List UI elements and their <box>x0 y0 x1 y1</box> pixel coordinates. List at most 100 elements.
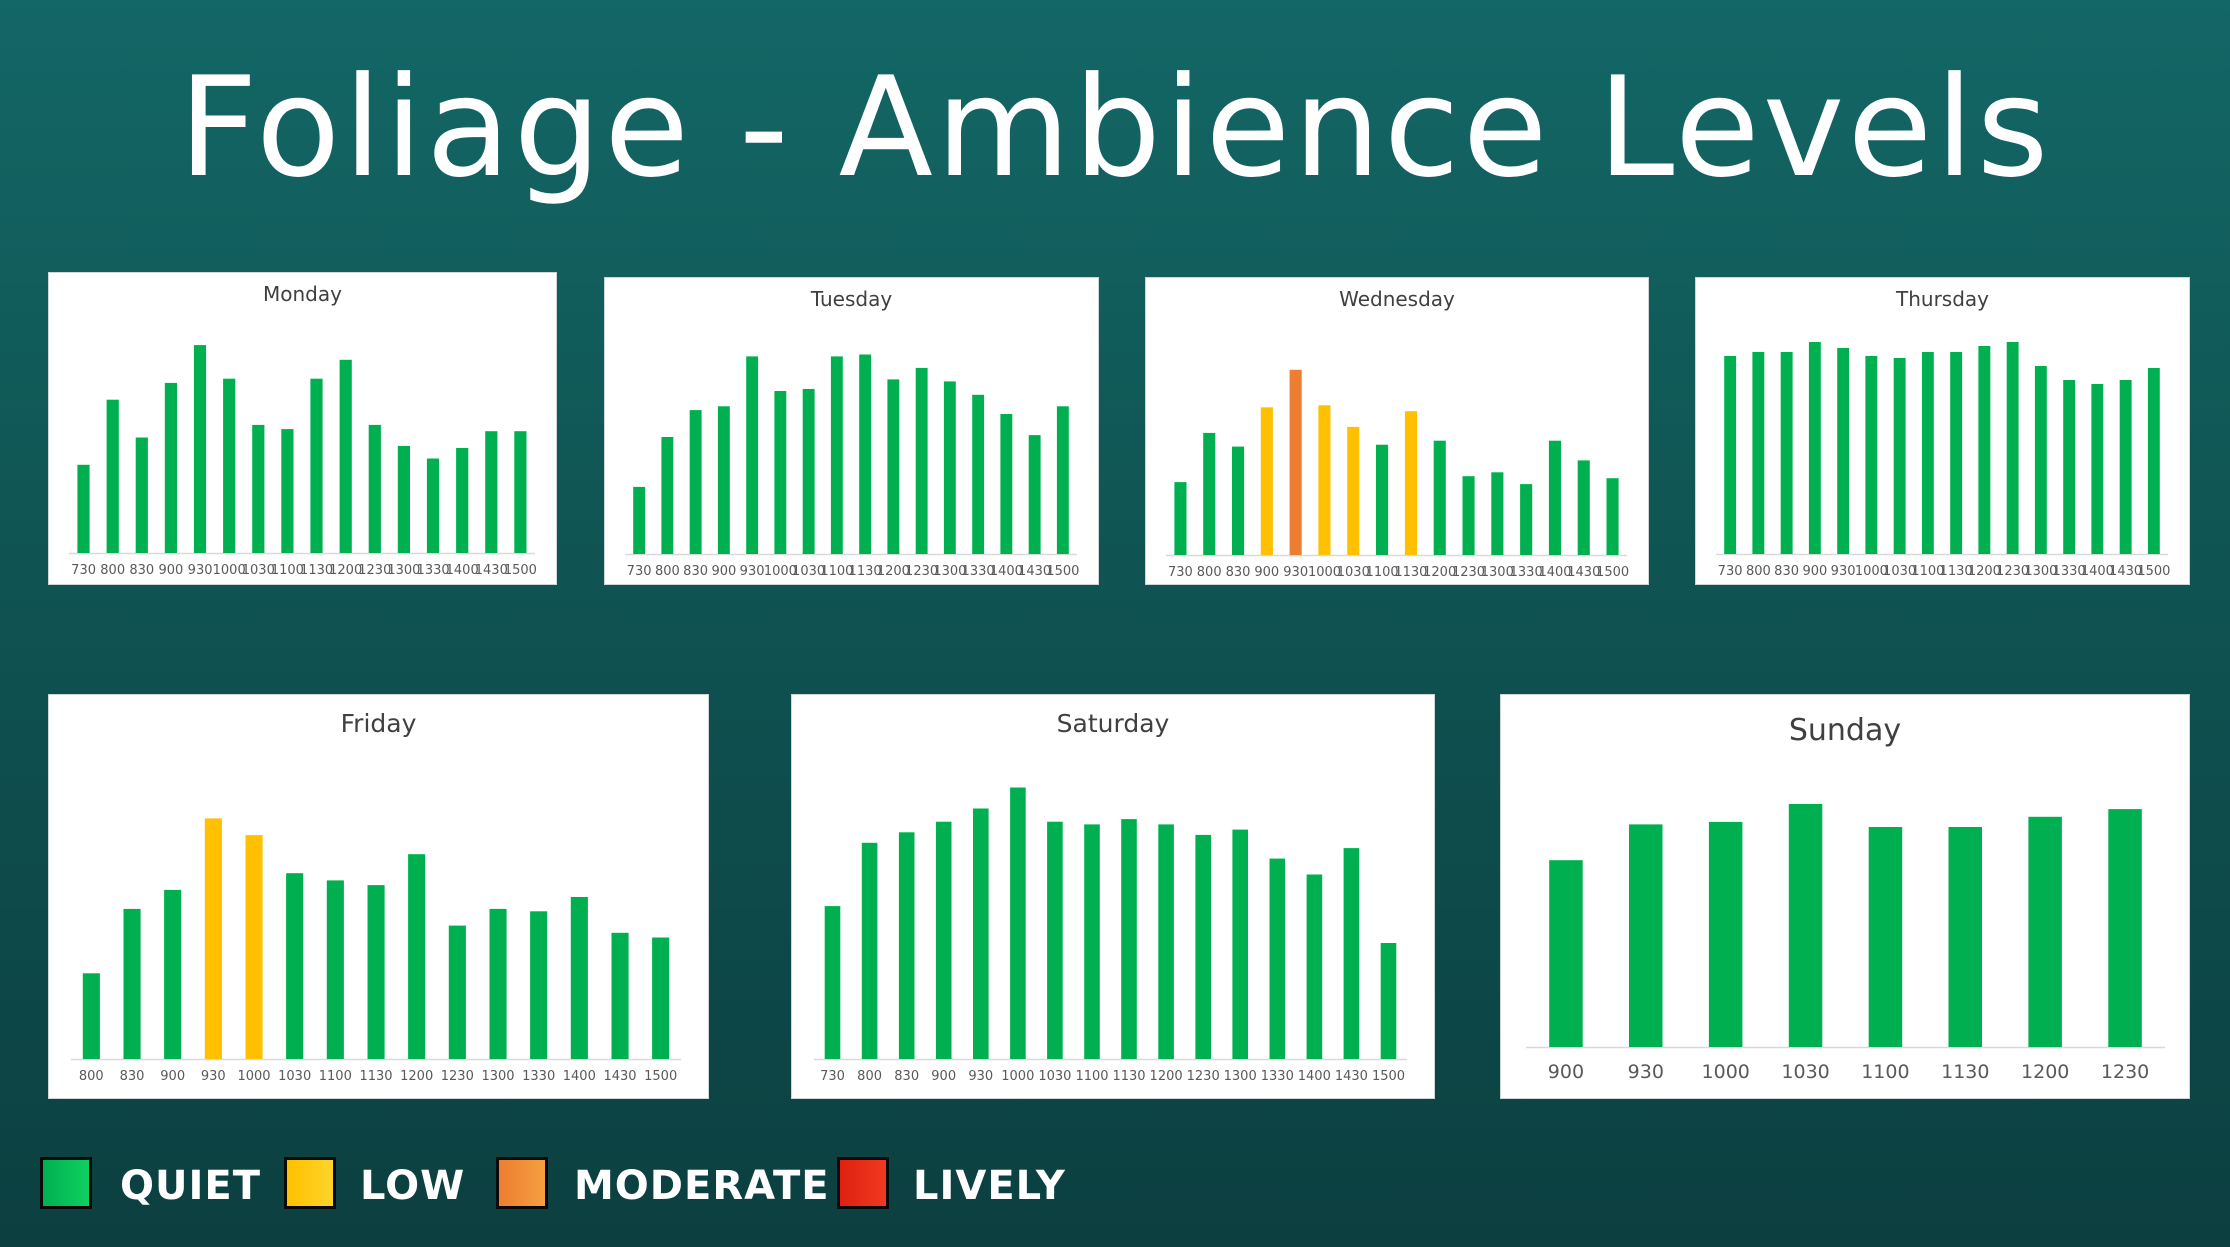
chart-title-saturday: Saturday <box>1056 709 1170 738</box>
legend-swatch-lively <box>837 1157 889 1209</box>
bar-930 <box>746 356 759 554</box>
tick-label-1500: 1500 <box>504 563 537 578</box>
tick-label-930: 930 <box>1831 564 1856 579</box>
tick-label-830: 830 <box>894 1069 919 1084</box>
bar-1030 <box>286 873 304 1059</box>
tick-label-1130: 1130 <box>1394 565 1427 580</box>
bar-900 <box>164 889 182 1059</box>
bar-1400 <box>2091 384 2104 554</box>
tick-label-800: 800 <box>857 1069 882 1084</box>
bar-1200 <box>1433 440 1446 555</box>
bar-1200 <box>1978 346 1991 554</box>
tick-label-1000: 1000 <box>1001 1069 1034 1084</box>
tick-label-1130: 1130 <box>300 563 333 578</box>
page-title: Foliage - Ambience Levels <box>178 47 2052 208</box>
tick-label-900: 900 <box>160 1069 185 1084</box>
tick-label-1100: 1100 <box>1911 564 1944 579</box>
tick-label-1030: 1030 <box>278 1069 311 1084</box>
chart-thursday: Thursday 730 800 830 900 930 1000 1030 1100 1130 1… <box>1695 277 2190 585</box>
bar-1100 <box>1921 352 1934 554</box>
tick-label-1000: 1000 <box>764 564 797 579</box>
bar-1030 <box>1788 804 1823 1047</box>
bar-1200 <box>2028 816 2062 1048</box>
legend-label-lively: LIVELY <box>913 1163 1066 1209</box>
tick-label-1230: 1230 <box>1187 1069 1220 1084</box>
bar-1500 <box>652 937 670 1059</box>
tick-label-1330: 1330 <box>962 564 995 579</box>
tick-label-1130: 1130 <box>1941 1061 1989 1083</box>
bar-1100 <box>1868 827 1903 1047</box>
bar-1130 <box>1121 819 1137 1059</box>
chart-monday: Monday 730 800 830 900 930 1000 1030 1100 1130 120… <box>48 272 557 585</box>
bar-1200 <box>408 854 426 1059</box>
bar-800 <box>1752 352 1765 554</box>
tick-label-730: 730 <box>71 563 96 578</box>
tick-label-1200: 1200 <box>1150 1069 1183 1084</box>
chart-title-wednesday: Wednesday <box>1339 287 1455 311</box>
tick-label-1230: 1230 <box>2101 1061 2149 1083</box>
tick-label-800: 800 <box>1197 565 1222 580</box>
bar-930 <box>193 345 207 553</box>
bar-1130 <box>859 354 872 554</box>
chart-title-monday: Monday <box>263 282 342 306</box>
tick-label-1130: 1130 <box>1112 1069 1145 1084</box>
bar-800 <box>1203 432 1216 555</box>
tick-label-1000: 1000 <box>237 1069 270 1084</box>
bar-1130 <box>1404 411 1417 555</box>
bar-1300 <box>2034 366 2047 554</box>
bar-1400 <box>456 448 469 553</box>
bar-1000 <box>1708 821 1743 1047</box>
bar-1230 <box>368 424 381 553</box>
tick-label-800: 800 <box>1746 564 1771 579</box>
tick-label-1200: 1200 <box>329 563 362 578</box>
bar-830 <box>898 832 915 1059</box>
chart-plot-tuesday: 730 800 830 900 930 1000103011001130120012301… <box>625 354 1079 579</box>
tick-label-1330: 1330 <box>1510 565 1543 580</box>
tick-label-1000: 1000 <box>1855 564 1888 579</box>
bar-1330 <box>426 458 440 553</box>
bar-1000 <box>774 391 787 554</box>
tick-label-1200: 1200 <box>877 564 910 579</box>
bar-1030 <box>252 424 265 553</box>
bar-900 <box>717 406 730 554</box>
tick-label-1430: 1430 <box>1335 1069 1368 1084</box>
tick-label-1200: 1200 <box>1968 564 2001 579</box>
chart-plot-wednesday: 730 800 830 900 930 1000103011001130120012301… <box>1166 369 1629 580</box>
bar-1230 <box>1195 834 1211 1059</box>
tick-label-1300: 1300 <box>933 564 966 579</box>
tick-label-1030: 1030 <box>1337 565 1370 580</box>
chart-sunday: Sunday 900 930 1000 1030 1100 1130 1200 1230 <box>1500 694 2190 1099</box>
tick-label-1100: 1100 <box>1861 1061 1909 1083</box>
tick-label-900: 900 <box>711 564 736 579</box>
chart-plot-monday: 730 800 830 900 930 1000103011001130120012301… <box>69 345 537 578</box>
tick-label-1200: 1200 <box>1423 565 1456 580</box>
tick-label-1030: 1030 <box>1781 1061 1829 1083</box>
bar-1300 <box>1232 829 1248 1059</box>
tick-label-730: 730 <box>1718 564 1743 579</box>
tick-label-900: 900 <box>1802 564 1827 579</box>
bar-830 <box>689 410 702 554</box>
tick-label-930: 930 <box>968 1069 993 1084</box>
chart-title-tuesday: Tuesday <box>810 287 893 311</box>
tick-label-1230: 1230 <box>905 564 938 579</box>
tick-label-1200: 1200 <box>2021 1061 2069 1083</box>
bar-1130 <box>1950 352 1963 554</box>
bar-1200 <box>887 379 900 554</box>
bar-1100 <box>1084 824 1100 1059</box>
bar-1200 <box>1158 824 1174 1059</box>
bar-1500 <box>514 431 527 553</box>
bar-1330 <box>1269 858 1286 1059</box>
bar-1130 <box>310 378 323 553</box>
bar-930 <box>1289 369 1302 555</box>
tick-label-1130: 1130 <box>849 564 882 579</box>
tick-label-1030: 1030 <box>1038 1069 1071 1084</box>
bar-1000 <box>1865 356 1878 554</box>
tick-label-1400: 1400 <box>1298 1069 1331 1084</box>
tick-label-930: 930 <box>740 564 765 579</box>
bar-1430 <box>485 431 498 553</box>
bar-900 <box>1808 342 1821 554</box>
tick-label-930: 930 <box>188 563 213 578</box>
bar-1500 <box>1380 943 1397 1059</box>
tick-label-1400: 1400 <box>446 563 479 578</box>
bar-800 <box>82 973 100 1059</box>
